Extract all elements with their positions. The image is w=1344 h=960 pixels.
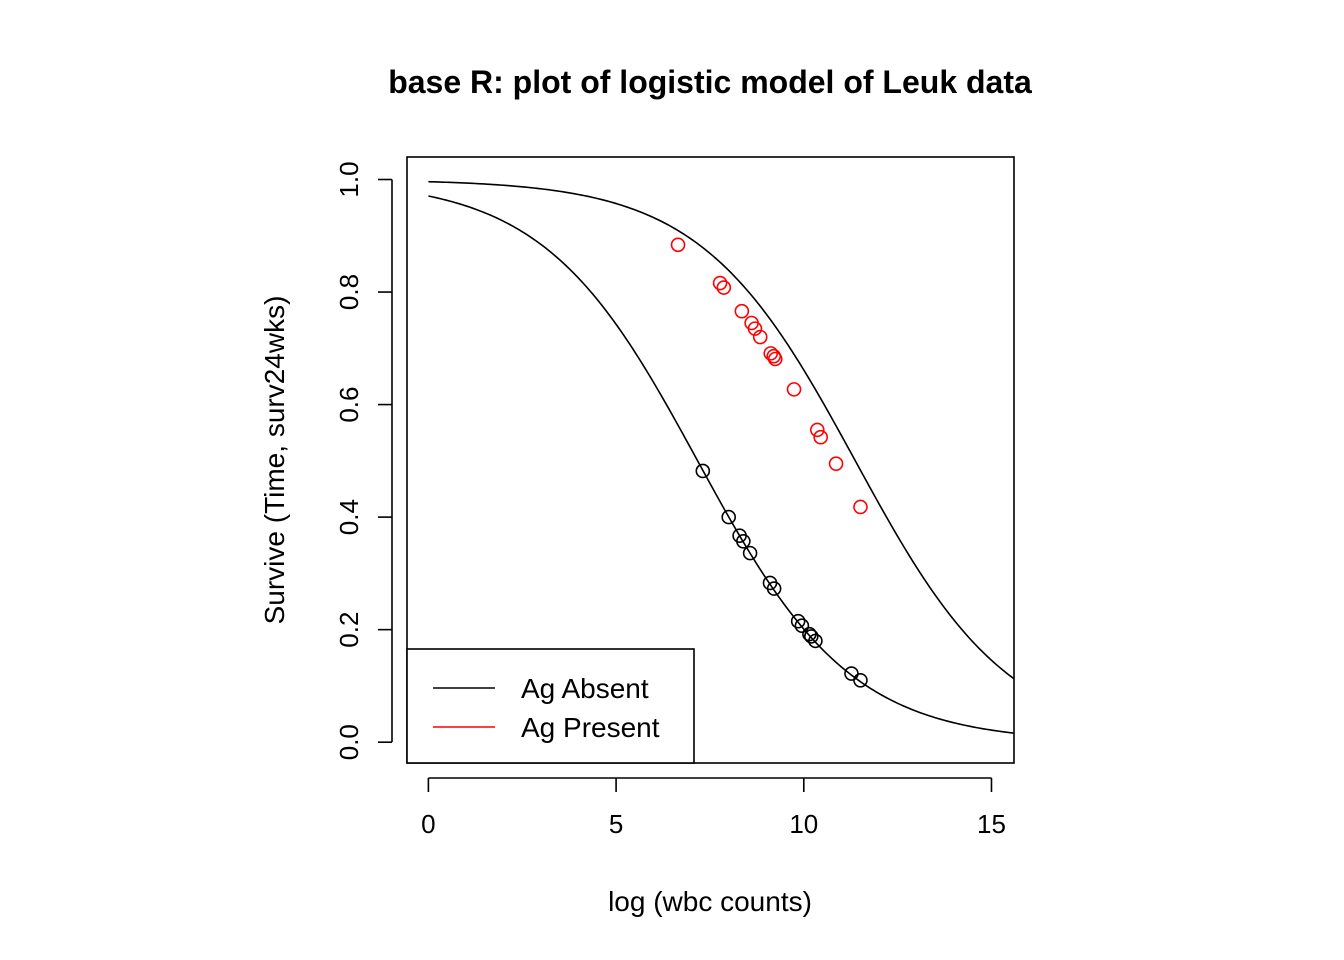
data-point-ag-absent: [853, 672, 868, 688]
y-tick-label: 1.0: [334, 161, 364, 197]
data-point-ag-present: [734, 303, 750, 319]
fitted-curves: [428, 180, 1015, 734]
data-point-ag-absent: [736, 534, 751, 549]
data-point-ag-present: [752, 329, 768, 345]
data-point-ag-absent: [695, 463, 711, 479]
y-tick-label: 0.2: [334, 612, 364, 648]
data-point-ag-absent: [721, 509, 737, 525]
data-point-ag-present: [712, 275, 728, 291]
chart-title: base R: plot of logistic model of Leuk d…: [388, 64, 1032, 100]
plot-frame: [406, 156, 1015, 764]
data-point-ag-present: [853, 499, 868, 515]
legend: Ag Absent Ag Present: [406, 648, 695, 764]
data-point-ag-absent: [794, 618, 810, 634]
data-point-ag-absent: [790, 613, 806, 629]
fitted-curve-ag-present: [428, 180, 1015, 680]
data-point-ag-present: [747, 321, 763, 336]
y-tick-label: 0.0: [334, 724, 364, 760]
y-tick-label: 0.4: [334, 499, 364, 535]
x-axis-label: log (wbc counts): [608, 886, 812, 917]
data-point-ag-present: [786, 382, 802, 397]
data-point-ag-absent: [742, 545, 758, 561]
data-points: [670, 237, 868, 688]
data-point-ag-present: [767, 351, 783, 367]
data-point-ag-present: [716, 280, 732, 295]
data-point-ag-present: [813, 429, 828, 445]
legend-box: [406, 648, 695, 764]
data-point-ag-absent: [803, 629, 819, 644]
x-tick-label: 15: [977, 809, 1006, 839]
x-tick-label: 0: [421, 809, 435, 839]
data-point-ag-absent: [766, 581, 782, 596]
y-axis-label: Survive (Time, surv24wks): [259, 296, 290, 625]
y-tick-label: 0.8: [334, 274, 364, 310]
x-tick-label: 5: [609, 809, 623, 839]
legend-label-ag-present: Ag Present: [521, 712, 660, 743]
y-axis: 0.0 0.2 0.4 0.6 0.8 1.0: [334, 161, 393, 760]
x-axis: 0 5 10 15: [421, 777, 1006, 839]
y-tick-label: 0.6: [334, 386, 364, 422]
data-point-ag-absent: [808, 633, 823, 649]
legend-label-ag-absent: Ag Absent: [521, 673, 649, 704]
x-tick-label: 10: [789, 809, 818, 839]
data-point-ag-present: [828, 456, 844, 471]
data-point-ag-present: [809, 422, 825, 438]
fitted-curve-ag-absent: [428, 195, 1015, 734]
data-point-ag-absent: [844, 666, 859, 681]
data-point-ag-present: [670, 237, 686, 253]
